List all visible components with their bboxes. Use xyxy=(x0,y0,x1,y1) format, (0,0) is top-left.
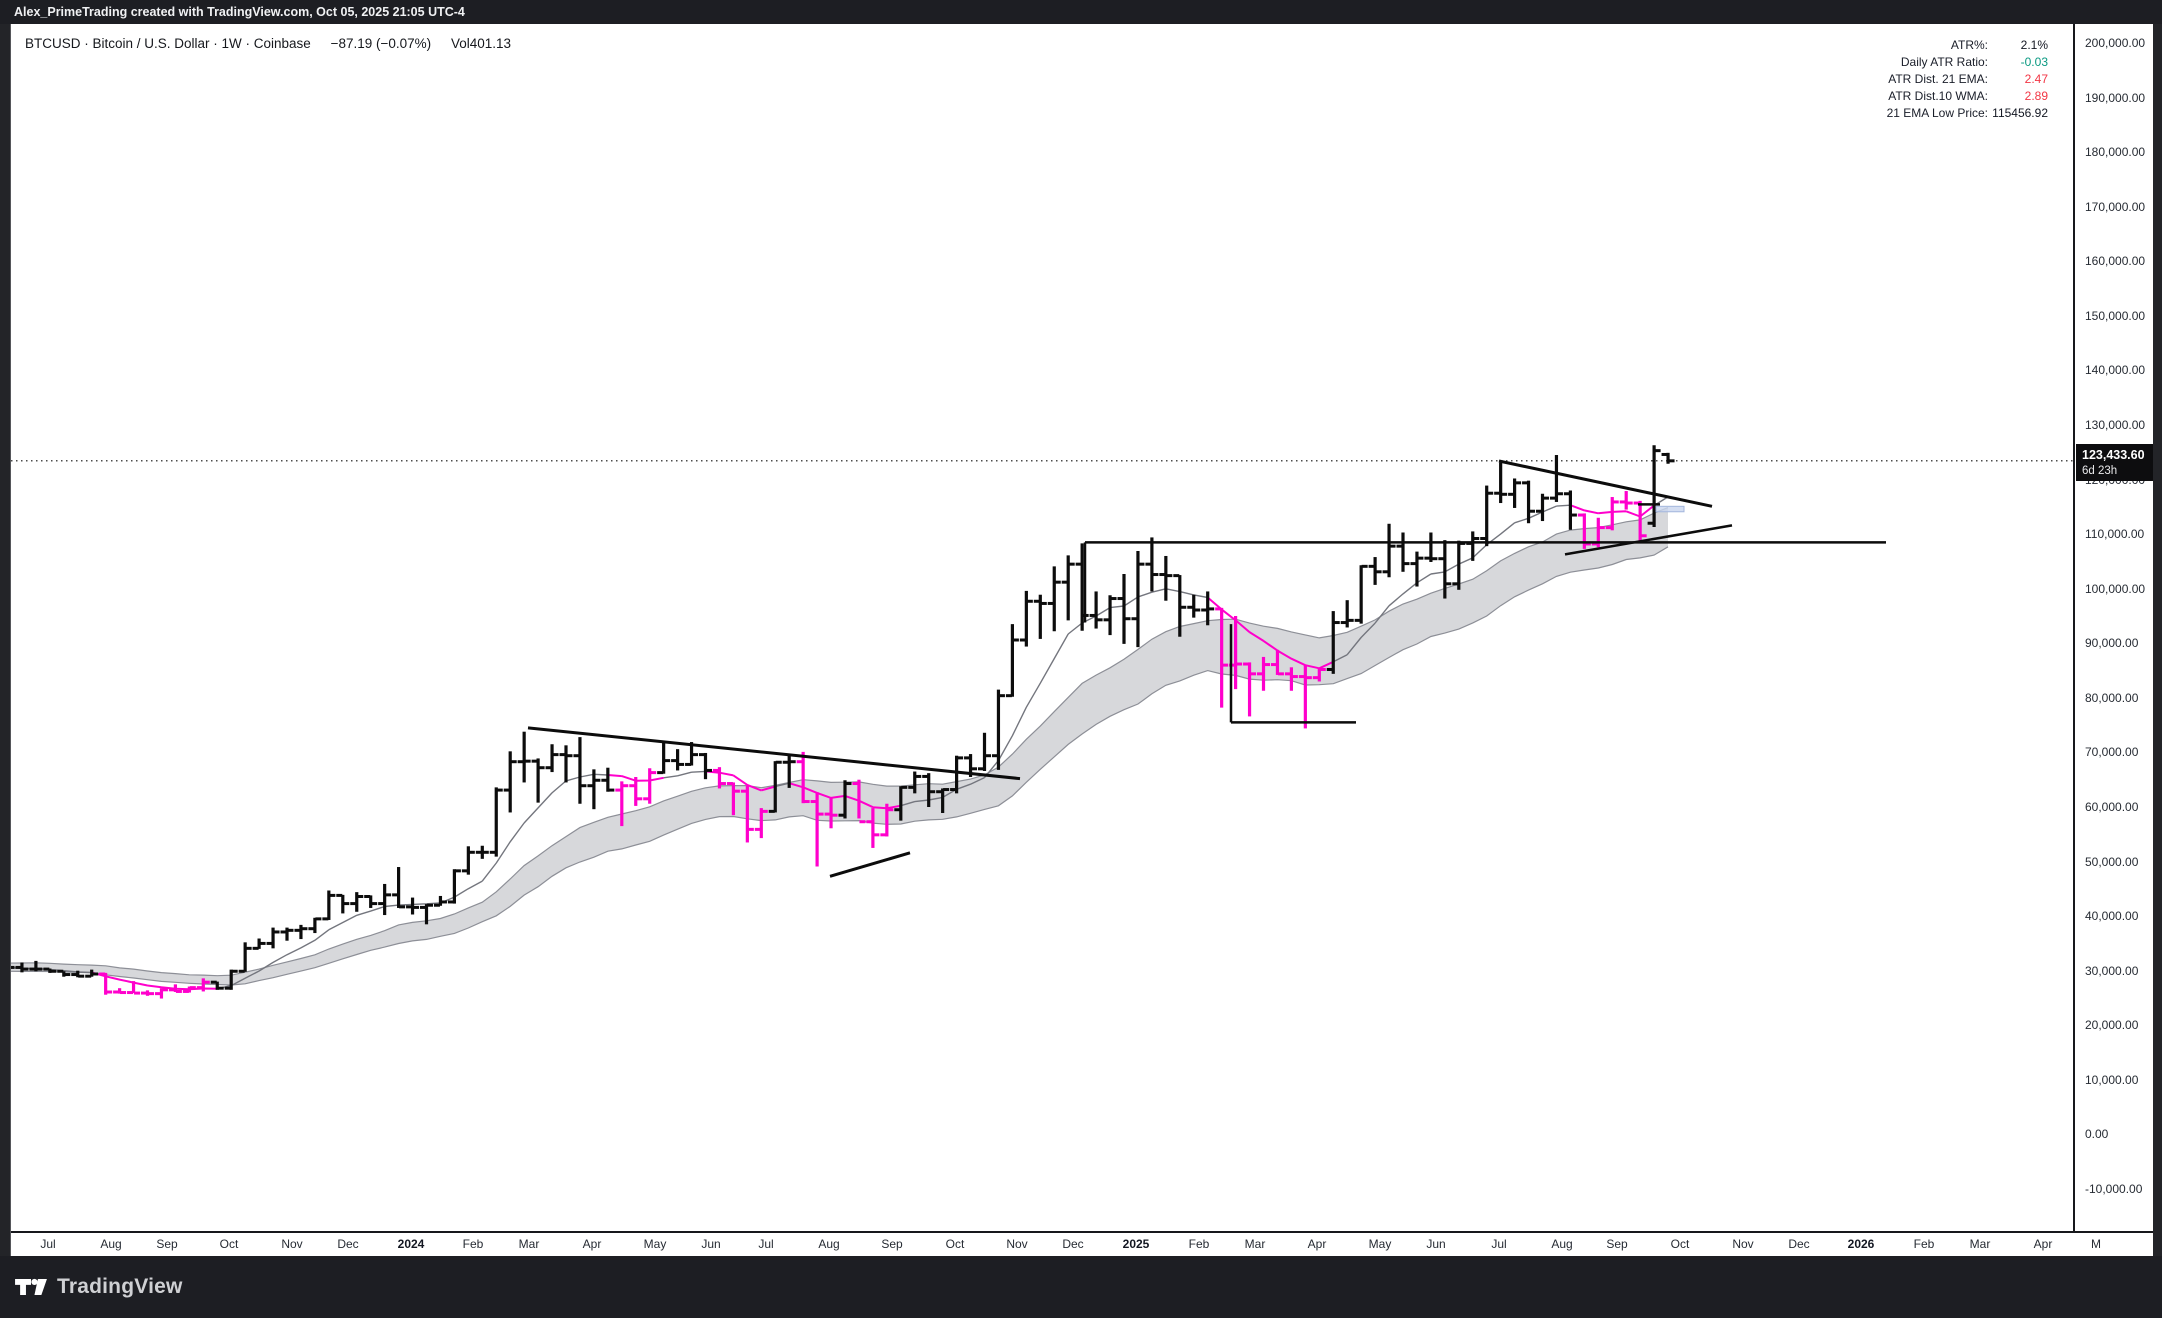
price-axis-label: 190,000.00 xyxy=(2085,90,2146,105)
price-axis-label: 40,000.00 xyxy=(2085,909,2139,924)
price-axis-label: 20,000.00 xyxy=(2085,1018,2139,1033)
indicator-label: 21 EMA Low Price: xyxy=(1886,105,1988,120)
time-axis-month-label: Sep xyxy=(156,1237,178,1251)
time-axis-month-label: Feb xyxy=(462,1237,484,1251)
price-axis-label: 110,000.00 xyxy=(2085,527,2145,542)
indicator-row: ATR Dist.10 WMA: 2.89 xyxy=(1887,87,2048,104)
price-axis-label: 160,000.00 xyxy=(2085,254,2146,269)
current-price-label: 123,433.60 6d 23h xyxy=(2076,444,2153,481)
time-axis-year-label: 2025 xyxy=(1122,1237,1150,1251)
price-axis[interactable]: 200,000.00 190,000.00 180,000.00 170,000.00… xyxy=(2073,24,2153,1256)
price-change: −87.19 (−0.07%) xyxy=(330,36,432,51)
price-axis-label: 90,000.00 xyxy=(2085,636,2139,651)
symbol-title[interactable]: BTCUSD · Bitcoin / U.S. Dollar · 1W · Co… xyxy=(25,36,311,51)
price-axis-label: 170,000.00 xyxy=(2085,199,2146,214)
indicator-label: ATR%: xyxy=(1950,37,1988,52)
price-axis-label: 180,000.00 xyxy=(2085,145,2146,160)
indicator-value: 2.47 xyxy=(2024,71,2048,86)
time-axis-month-label: Dec xyxy=(337,1237,359,1251)
current-price-value: 123,433.60 xyxy=(2082,448,2145,462)
time-axis-month-label: Feb xyxy=(1913,1237,1935,1251)
price-axis-label: 60,000.00 xyxy=(2085,800,2139,814)
indicator-label: ATR Dist. 21 EMA: xyxy=(1888,71,1988,86)
time-axis-year-label: 2026 xyxy=(1847,1237,1875,1251)
chart-plot-area[interactable] xyxy=(11,24,2073,1231)
time-axis-month-label: Nov xyxy=(281,1237,303,1251)
tradingview-brand-text[interactable]: TradingView xyxy=(57,1275,183,1298)
price-axis-label: 30,000.00 xyxy=(2085,963,2139,978)
price-axis-label: 140,000.00 xyxy=(2085,363,2146,378)
time-axis-month-label: Sep xyxy=(1606,1237,1628,1251)
time-axis-month-label: May xyxy=(1368,1237,1392,1251)
price-axis-label: 100,000.00 xyxy=(2085,581,2146,596)
indicator-value: 2.1% xyxy=(2020,37,2048,52)
time-axis[interactable]: Jul Aug Sep Oct Nov Dec 2024 Feb Mar Apr May Jun Jul… xyxy=(11,1231,2153,1256)
time-axis-month-label: Apr xyxy=(582,1237,602,1251)
indicator-label: Daily ATR Ratio: xyxy=(1900,54,1988,69)
price-axis-label: 130,000.00 xyxy=(2085,418,2146,432)
price-axis-label: 80,000.00 xyxy=(2085,690,2139,705)
indicator-value: 2.89 xyxy=(2024,88,2048,103)
time-axis-month-label: Feb xyxy=(1188,1237,1210,1251)
time-axis-month-label: Mar xyxy=(518,1237,540,1251)
indicator-row: Daily ATR Ratio: -0.03 xyxy=(1887,53,2048,70)
time-axis-month-label: Aug xyxy=(1551,1237,1573,1251)
time-axis-year-label: 2024 xyxy=(397,1237,425,1251)
price-axis-label: 0.00 xyxy=(2085,1127,2109,1142)
time-axis-month-label: Oct xyxy=(219,1237,239,1251)
time-axis-month-label: Jun xyxy=(1426,1237,1446,1251)
attribution-bar: Alex_PrimeTrading created with TradingVi… xyxy=(0,0,2162,24)
time-axis-month-label: Apr xyxy=(1307,1237,1327,1251)
indicator-row: 21 EMA Low Price: 115456.92 xyxy=(1887,104,2048,121)
time-axis-month-label: Jul xyxy=(40,1237,56,1251)
time-axis-month-label: Aug xyxy=(100,1237,122,1251)
indicator-value: 115456.92 xyxy=(1992,105,2048,120)
indicator-values-panel: ATR%: 2.1% Daily ATR Ratio: -0.03 ATR Dist. … xyxy=(1887,36,2048,121)
price-axis-label: 10,000.00 xyxy=(2085,1072,2139,1087)
footer-bar: TradingView xyxy=(0,1256,2162,1318)
time-axis-month-label: Mar xyxy=(1969,1237,1991,1251)
indicator-value: -0.03 xyxy=(2020,54,2048,69)
price-axis-label: -10,000.00 xyxy=(2085,1182,2143,1196)
indicator-row: ATR Dist. 21 EMA: 2.47 xyxy=(1887,70,2048,87)
time-axis-month-label: Aug xyxy=(818,1237,840,1251)
time-axis-month-label: Oct xyxy=(945,1237,965,1251)
attribution-text: Alex_PrimeTrading created with TradingVi… xyxy=(14,5,465,19)
bar-countdown: 6d 23h xyxy=(2082,465,2118,477)
time-axis-month-label: Nov xyxy=(1006,1237,1028,1251)
time-axis-month-label: Mar xyxy=(1244,1237,1266,1251)
time-axis-month-label: Nov xyxy=(1732,1237,1754,1251)
left-edge-divider xyxy=(10,24,11,1256)
time-axis-month-label: M xyxy=(2091,1237,2101,1251)
tradingview-logo-icon[interactable] xyxy=(14,1271,48,1303)
price-axis-label: 50,000.00 xyxy=(2085,854,2139,869)
indicator-row: ATR%: 2.1% xyxy=(1887,36,2048,53)
price-axis-label: 200,000.00 xyxy=(2085,36,2146,50)
indicator-label: ATR Dist.10 WMA: xyxy=(1888,88,1988,103)
time-axis-month-label: Jun xyxy=(701,1237,721,1251)
price-axis-label: 150,000.00 xyxy=(2085,308,2146,323)
time-axis-month-label: Oct xyxy=(1670,1237,1690,1251)
time-axis-month-label: Dec xyxy=(1062,1237,1084,1251)
time-axis-month-label: May xyxy=(643,1237,667,1251)
volume-value: Vol401.13 xyxy=(450,36,511,51)
time-axis-month-label: Sep xyxy=(881,1237,903,1251)
time-axis-month-label: Dec xyxy=(1788,1237,1810,1251)
price-axis-label: 70,000.00 xyxy=(2085,745,2139,760)
time-axis-month-label: Jul xyxy=(758,1237,774,1251)
time-axis-month-label: Apr xyxy=(2033,1237,2053,1251)
symbol-legend[interactable]: BTCUSD · Bitcoin / U.S. Dollar · 1W · Co… xyxy=(25,36,511,51)
time-axis-month-label: Jul xyxy=(1491,1237,1507,1251)
